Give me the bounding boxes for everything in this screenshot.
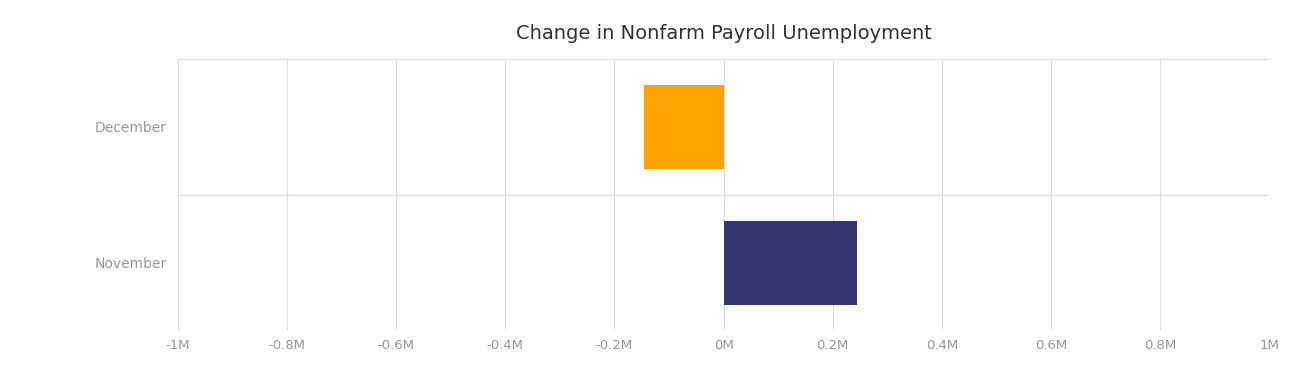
Bar (723, 220, 858, 305)
Title: Change in Nonfarm Payroll Unemployment: Change in Nonfarm Payroll Unemployment (516, 24, 932, 43)
Bar (644, 85, 723, 169)
